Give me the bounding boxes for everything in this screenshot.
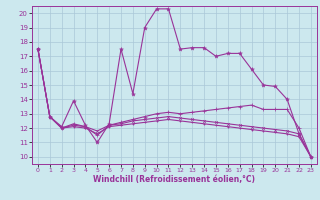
X-axis label: Windchill (Refroidissement éolien,°C): Windchill (Refroidissement éolien,°C)	[93, 175, 255, 184]
